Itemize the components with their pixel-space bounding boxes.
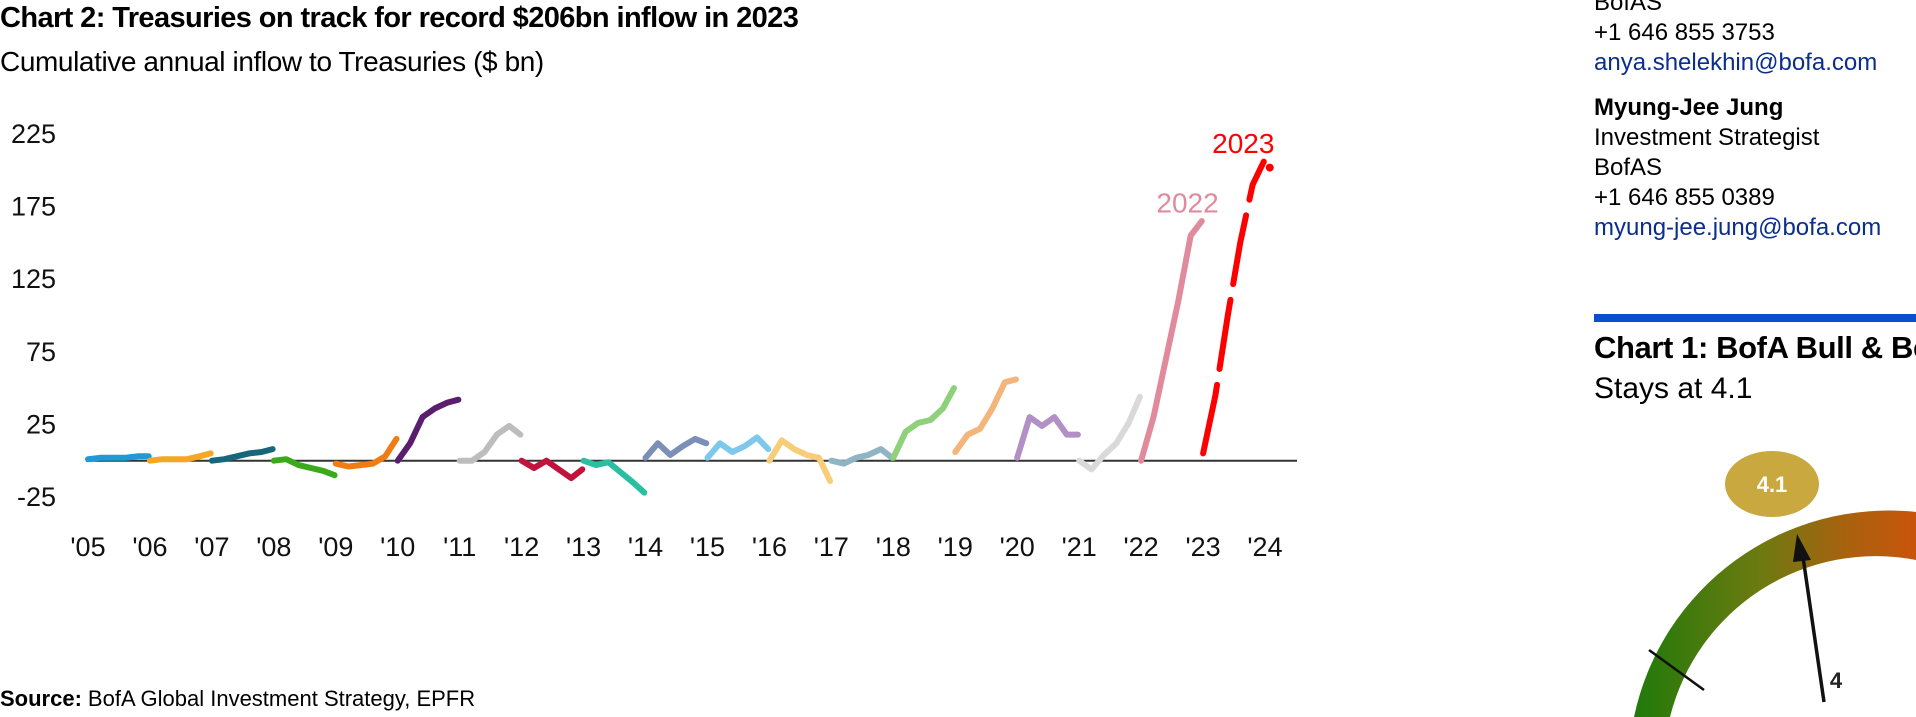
y-tick-label: 175 — [11, 192, 56, 222]
series-line-2019 — [952, 376, 1019, 455]
gauge-value-label: 4.1 — [1757, 472, 1788, 497]
x-tick-label: '18 — [876, 532, 911, 562]
x-tick-label: '09 — [318, 532, 353, 562]
x-tick-label: '19 — [938, 532, 973, 562]
x-tick-label: '13 — [566, 532, 601, 562]
x-tick-label: '22 — [1124, 532, 1159, 562]
gauge-needle — [1800, 549, 1826, 703]
source-text: BofA Global Investment Strategy, EPFR — [87, 686, 476, 711]
contact-phone: +1 646 855 3753 — [1594, 19, 1775, 46]
bull-bear-gauge: 4.1 4 — [1634, 451, 1916, 717]
chart-title: Chart 2: Treasuries on track for record … — [0, 2, 799, 34]
y-tick-label: 125 — [11, 264, 56, 294]
x-tick-label: '17 — [814, 532, 849, 562]
series-line-2010 — [394, 396, 462, 464]
series-line-2005 — [85, 453, 152, 463]
x-tick-label: '10 — [380, 532, 415, 562]
x-tick-label: '20 — [1000, 532, 1035, 562]
x-tick-label: '14 — [628, 532, 663, 562]
contact-org: BofAS — [1594, 0, 1663, 16]
x-tick-label: '23 — [1185, 532, 1220, 562]
x-tick-label: '15 — [690, 532, 725, 562]
contact-email[interactable]: myung-jee.jung@bofa.com — [1594, 214, 1882, 241]
x-axis-ticks: '05 '06 '07 '08 '09 '10 '11 '12 '13 '14 '15 '16 '17 '… — [70, 532, 1282, 562]
contact-phone: +1 646 855 0389 — [1594, 184, 1775, 211]
series-line-2013 — [580, 457, 648, 496]
contact-name: Myung-Jee Jung — [1594, 94, 1784, 121]
section-divider — [1594, 314, 1916, 322]
contact-myung-jee: Myung-Jee Jung Investment Strategist Bof… — [1594, 93, 1881, 243]
series-line-2018 — [890, 385, 957, 461]
source-note: Source: BofA Global Investment Strategy, … — [0, 686, 475, 712]
annotations: 2023 2022 — [1156, 128, 1274, 219]
series-line-2007 — [208, 446, 276, 464]
x-tick-label: '07 — [194, 532, 229, 562]
gauge-inner-edge — [1768, 700, 1791, 717]
series-line-2022 — [1138, 218, 1205, 464]
side-chart-subtitle: Stays at 4.1 — [1594, 372, 1753, 405]
y-tick-label: -25 — [17, 482, 56, 512]
series-line-2020 — [1014, 414, 1081, 461]
y-tick-label: 225 — [11, 119, 56, 149]
y-tick-label: 75 — [26, 337, 56, 367]
series-line-2008 — [270, 456, 338, 479]
x-tick-label: '16 — [752, 532, 787, 562]
gauge-value-badge — [1725, 451, 1819, 517]
annotation-label: 2022 — [1156, 187, 1218, 218]
gauge-needle-head — [1793, 534, 1811, 562]
x-tick-label: '21 — [1062, 532, 1097, 562]
source-label: Source: — [0, 686, 82, 711]
x-tick-label: '05 — [70, 532, 105, 562]
contact-org: BofAS — [1594, 154, 1663, 181]
x-tick-label: '08 — [256, 532, 291, 562]
gauge-tick-label: 4 — [1830, 668, 1843, 693]
series-line-2009 — [332, 435, 400, 470]
x-tick-label: '12 — [504, 532, 539, 562]
series-line-2023 — [1200, 158, 1267, 457]
series-line-2011 — [456, 422, 524, 464]
x-tick-label: '06 — [132, 532, 167, 562]
treasuries-inflow-chart: 225 175 125 75 25 -25 '05 '06 '07 '08 '09 '10 '11 '1… — [11, 119, 1297, 562]
side-chart-title: Chart 1: BofA Bull & Be — [1594, 330, 1916, 365]
series-line-2006 — [146, 450, 214, 464]
y-axis-ticks: 225 175 125 75 25 -25 — [11, 119, 56, 512]
gauge-arc — [1634, 510, 1916, 717]
series-line-2014 — [642, 435, 710, 461]
series-line-2016 — [766, 437, 834, 484]
x-tick-label: '11 — [443, 532, 476, 562]
chart-subtitle: Cumulative annual inflow to Treasuries (… — [0, 46, 544, 77]
series-line-2015 — [704, 434, 772, 461]
annotation-label: 2023 — [1212, 128, 1274, 159]
x-tick-label: '24 — [1247, 532, 1282, 562]
series-lines — [85, 158, 1274, 496]
series-line-2021 — [1076, 393, 1143, 473]
series-line-2017 — [828, 446, 896, 467]
y-tick-label: 25 — [26, 409, 56, 439]
series-line-2012 — [518, 457, 586, 482]
contact-email[interactable]: anya.shelekhin@bofa.com — [1594, 49, 1878, 76]
series-end-marker-2023 — [1265, 163, 1274, 172]
contact-anya: BofAS +1 646 855 3753 anya.shelekhin@bof… — [1594, 0, 1877, 78]
contact-role: Investment Strategist — [1594, 124, 1820, 151]
gauge-divider — [1648, 648, 1705, 692]
